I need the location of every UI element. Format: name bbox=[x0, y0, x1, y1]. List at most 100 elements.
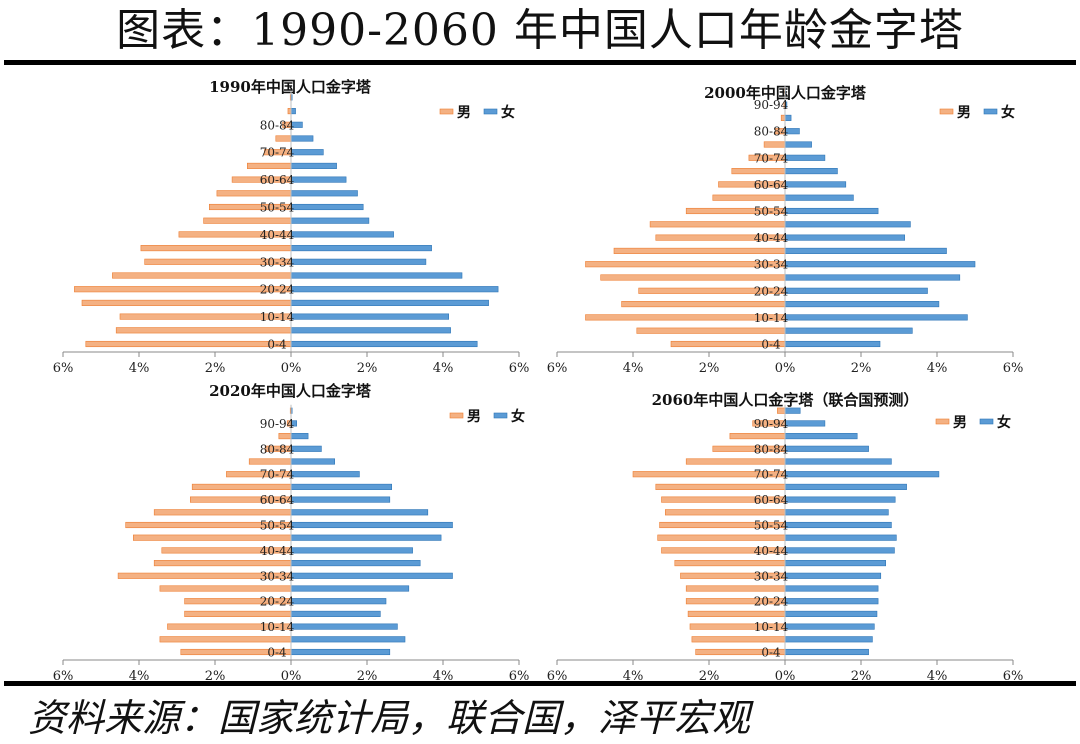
bar-male-25-29 bbox=[600, 274, 786, 281]
bar-male-75-79 bbox=[685, 458, 786, 465]
legend-swatch-male bbox=[439, 108, 454, 115]
bar-female-10-14 bbox=[290, 313, 449, 320]
bar-female-30-34 bbox=[784, 261, 976, 268]
legend-swatch-female bbox=[979, 418, 994, 425]
bar-female-10-14 bbox=[290, 623, 398, 630]
age-label: 10-14 bbox=[754, 311, 789, 325]
legend-swatch-male bbox=[939, 108, 954, 115]
age-label: 0-4 bbox=[267, 646, 287, 660]
bar-female-5-9 bbox=[784, 327, 913, 334]
age-label: 0-4 bbox=[761, 338, 781, 352]
x-tick-label: 6% bbox=[53, 669, 74, 684]
bar-female-70-74 bbox=[290, 471, 360, 478]
bar-female-60-64 bbox=[290, 176, 347, 183]
bar-female-65-69 bbox=[784, 483, 907, 490]
bar-female-85-89 bbox=[290, 108, 296, 115]
bar-female-55-59 bbox=[784, 194, 854, 201]
bar-female-60-64 bbox=[290, 496, 391, 503]
bar-male-35-39 bbox=[140, 245, 292, 252]
chart-title: 1990年中国人口金字塔 bbox=[209, 78, 372, 96]
x-tick-label: 6% bbox=[53, 361, 74, 376]
legend-label-female: 女 bbox=[511, 408, 525, 425]
bar-female-85-89 bbox=[784, 114, 792, 121]
bar-male-5-9 bbox=[691, 636, 786, 643]
age-label: 50-54 bbox=[260, 201, 295, 215]
bar-female-50-54 bbox=[784, 207, 879, 215]
age-label: 70-74 bbox=[754, 151, 789, 165]
bar-female-40-44 bbox=[290, 231, 394, 238]
bar-male-55-59 bbox=[712, 194, 786, 201]
x-tick-label: 4% bbox=[129, 669, 150, 684]
bar-female-70-74 bbox=[784, 154, 826, 161]
age-label: 80-84 bbox=[260, 118, 295, 132]
legend-swatch-female bbox=[983, 108, 998, 115]
bar-female-15-19 bbox=[290, 299, 489, 306]
legend: 男女 bbox=[935, 414, 1011, 431]
age-label: 20-24 bbox=[754, 284, 789, 298]
bottom-rule bbox=[4, 681, 1076, 686]
bar-female-70-74 bbox=[290, 149, 324, 156]
bar-female-40-44 bbox=[784, 234, 905, 241]
pyramid-chart-2: 2000年中国人口金字塔0-410-1420-2430-3440-4450-54… bbox=[547, 84, 1024, 376]
x-tick-label: 2% bbox=[357, 361, 378, 376]
bar-male-55-59 bbox=[664, 509, 786, 516]
bar-female-35-39 bbox=[290, 560, 421, 567]
bar-female-45-49 bbox=[784, 534, 897, 541]
bar-female-35-39 bbox=[784, 247, 947, 254]
bar-female-15-19 bbox=[784, 301, 940, 308]
bar-female-5-9 bbox=[784, 636, 873, 643]
age-label: 30-34 bbox=[260, 569, 295, 583]
age-label: 20-24 bbox=[260, 283, 295, 297]
bar-male-95-99 bbox=[777, 407, 786, 414]
age-label: 0-4 bbox=[267, 338, 287, 352]
bar-female-45-49 bbox=[290, 534, 442, 541]
x-tick-label: 2% bbox=[205, 361, 226, 376]
bar-male-65-69 bbox=[655, 483, 786, 490]
bar-male-15-19 bbox=[184, 610, 292, 617]
bar-female-55-59 bbox=[784, 509, 889, 516]
bar-female-50-54 bbox=[784, 521, 892, 529]
legend-label-male: 男 bbox=[957, 105, 971, 121]
age-label: 50-54 bbox=[260, 519, 295, 533]
x-tick-label: 0% bbox=[281, 361, 302, 376]
bar-female-0-4 bbox=[290, 340, 478, 348]
bar-male-75-79 bbox=[275, 135, 292, 142]
bar-female-30-34 bbox=[784, 572, 882, 579]
age-label: 30-34 bbox=[754, 569, 789, 583]
age-label: 40-44 bbox=[754, 231, 789, 245]
page-title: 图表：1990-2060 年中国人口年龄金字塔 bbox=[116, 5, 964, 56]
pyramid-chart-3: 2020年中国人口金字塔 0-4 10-14 20-24 30-34 40-44 50-54… bbox=[53, 382, 530, 684]
legend: 男女 bbox=[449, 408, 525, 425]
legend-label-male: 男 bbox=[457, 105, 471, 121]
x-tick-label: 4% bbox=[623, 361, 644, 376]
bar-female-60-64 bbox=[784, 181, 847, 188]
age-label: 40-44 bbox=[754, 544, 789, 558]
bar-female-90-94 bbox=[784, 420, 826, 427]
age-label: 10-14 bbox=[260, 310, 295, 324]
bar-female-35-39 bbox=[784, 560, 886, 567]
bar-female-25-29 bbox=[290, 272, 463, 279]
age-label: 90-94 bbox=[260, 417, 295, 431]
bar-female-0-4 bbox=[784, 340, 881, 348]
bar-female-65-69 bbox=[290, 162, 337, 169]
legend: 男女 bbox=[439, 104, 515, 121]
bar-female-50-54 bbox=[290, 203, 364, 211]
bar-male-65-69 bbox=[731, 168, 786, 175]
bar-male-45-49 bbox=[657, 534, 786, 541]
age-label: 80-84 bbox=[754, 442, 789, 456]
x-tick-label: 4% bbox=[433, 669, 454, 684]
bar-female-5-9 bbox=[290, 327, 451, 334]
bar-female-20-24 bbox=[784, 598, 879, 605]
bar-male-15-19 bbox=[621, 301, 786, 308]
bar-male-55-59 bbox=[216, 190, 292, 197]
bar-male-25-29 bbox=[685, 585, 786, 592]
x-tick-label: 4% bbox=[927, 361, 948, 376]
bar-female-85-89 bbox=[784, 433, 858, 440]
bar-female-40-44 bbox=[290, 547, 413, 554]
x-tick-label: 2% bbox=[851, 669, 872, 684]
bar-female-30-34 bbox=[290, 572, 453, 579]
age-label: 0-4 bbox=[761, 646, 781, 660]
bar-female-65-69 bbox=[784, 168, 838, 175]
bar-female-0-4 bbox=[784, 648, 869, 656]
